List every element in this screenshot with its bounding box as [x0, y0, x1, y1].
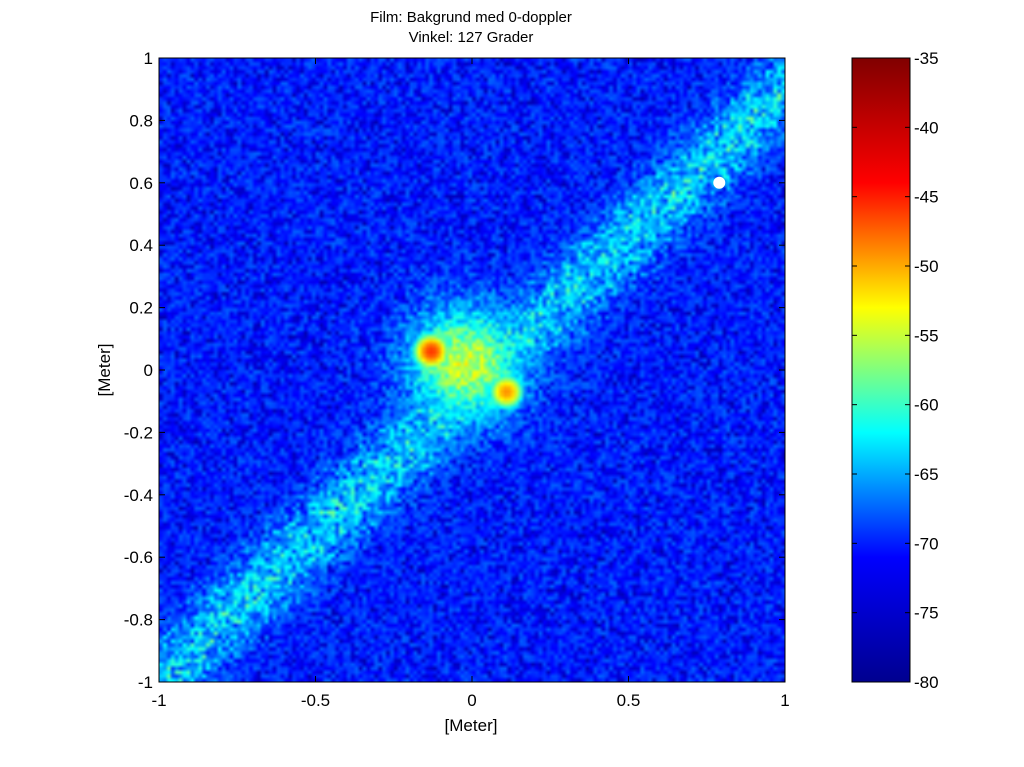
- colorbar-ticks: -35 -40 -45 -50 -55 -60 -65 -70 -75 -80: [852, 49, 939, 692]
- y-tick-label: 0.8: [129, 111, 153, 130]
- y-tick-label: -0.2: [124, 423, 153, 442]
- colorbar-tick-label: -60: [914, 396, 939, 415]
- chart-title: Film: Bakgrund med 0-doppler: [370, 9, 572, 26]
- marker-layer: [713, 176, 726, 189]
- position-marker: [713, 176, 726, 189]
- colorbar-tick-label: -65: [914, 465, 939, 484]
- colorbar-tick-label: -70: [914, 534, 939, 553]
- y-tick-label: 0.4: [129, 236, 153, 255]
- y-tick-label: -0.6: [124, 548, 153, 567]
- heatmap-image: [159, 58, 785, 682]
- y-tick-label: 0.2: [129, 299, 153, 318]
- y-tick-label: 0: [144, 361, 153, 380]
- plot-area: [158, 57, 786, 683]
- y-tick-label: 0.6: [129, 174, 153, 193]
- x-tick-label: -1: [151, 691, 166, 710]
- colorbar-tick-label: -80: [914, 673, 939, 692]
- y-tick-label: -0.4: [124, 486, 153, 505]
- y-tick-label: -0.8: [124, 611, 153, 630]
- y-axis: 1 0.8 0.6 0.4 0.2 0 -0.2 -0.4 -0.6 -0.8 -1: [124, 49, 785, 692]
- x-axis-label: [Meter]: [445, 716, 498, 735]
- x-tick-label: 1: [780, 691, 789, 710]
- colorbar-tick-label: -40: [914, 118, 939, 137]
- colorbar-gradient: [851, 57, 911, 683]
- y-tick-label: 1: [144, 49, 153, 68]
- x-tick-label: 0: [467, 691, 476, 710]
- colorbar-tick-label: -45: [914, 188, 939, 207]
- chart-subtitle: Vinkel: 127 Grader: [409, 29, 534, 46]
- colorbar: -35 -40 -45 -50 -55 -60 -65 -70 -75 -80: [851, 49, 939, 692]
- x-tick-label: 0.5: [617, 691, 641, 710]
- y-tick-label: -1: [138, 673, 153, 692]
- y-axis-label: [Meter]: [95, 344, 114, 397]
- colorbar-tick-label: -75: [914, 604, 939, 623]
- colorbar-tick-label: -35: [914, 49, 939, 68]
- x-axis: -1 -0.5 0 0.5 1: [151, 58, 790, 710]
- colorbar-tick-label: -55: [914, 326, 939, 345]
- x-tick-label: -0.5: [301, 691, 330, 710]
- colorbar-tick-label: -50: [914, 257, 939, 276]
